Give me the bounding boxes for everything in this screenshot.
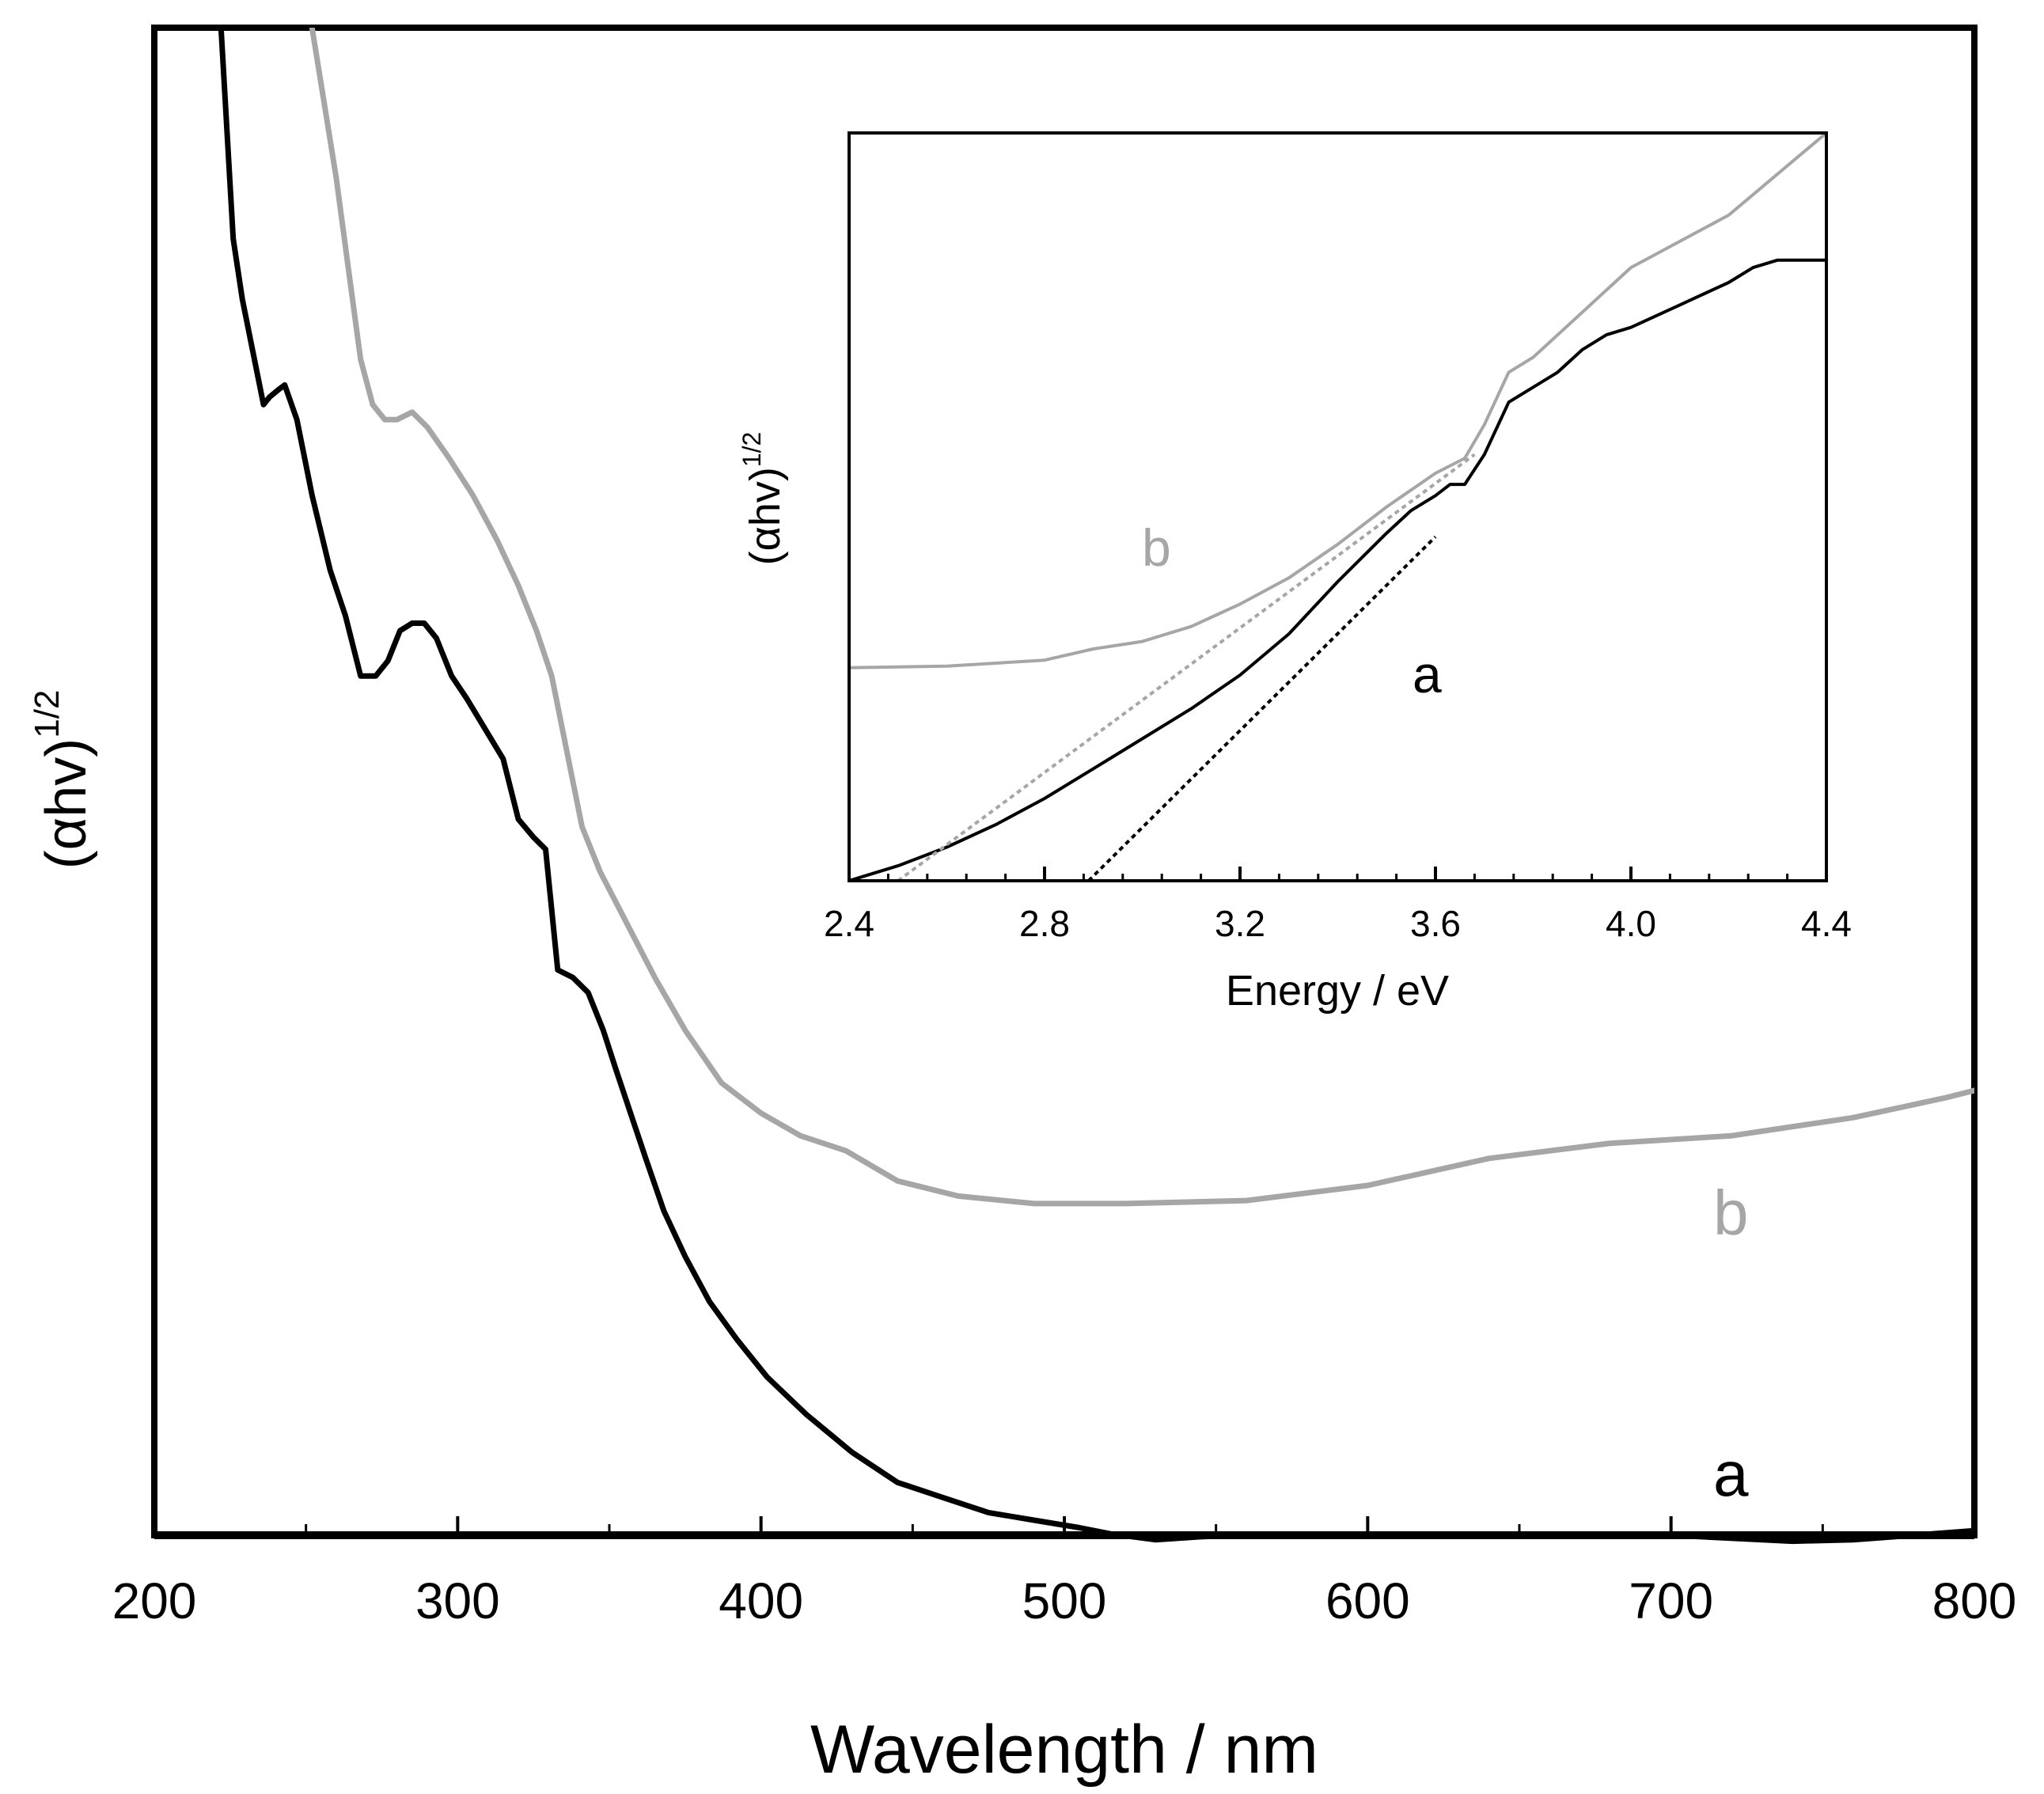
inset-x-tick-label: 3.2	[1215, 903, 1265, 944]
main-x-tick-label: 400	[719, 1572, 803, 1629]
inset-x-axis-label: Energy / eV	[1226, 967, 1449, 1015]
main-y-axis-label: (αhv)1/2	[28, 690, 98, 870]
main-x-tick-label: 500	[1022, 1572, 1107, 1629]
main-series-b-line	[309, 28, 1974, 1207]
inset-x-tick-label: 4.0	[1606, 903, 1656, 944]
inset-series-a-line	[849, 258, 1826, 882]
inset-y-axis-label: (αhv)1/2	[738, 432, 789, 566]
inset-series-label-a: a	[1413, 645, 1442, 704]
main-chart: 200 300 400 500 600 700 800 Wavelength / nm (α…	[28, 25, 2017, 1788]
inset-x-tick-label: 2.8	[1019, 903, 1070, 944]
inset-x-tick-label: 3.6	[1410, 903, 1461, 944]
inset-series-a-tangent-line	[1087, 535, 1437, 882]
main-x-tick-label: 700	[1629, 1572, 1713, 1629]
inset-x-ticks	[848, 867, 1828, 881]
inset-background	[849, 133, 1826, 881]
inset-y-axis-label-sup: 1/2	[738, 432, 766, 467]
main-x-tick-label: 300	[415, 1572, 500, 1629]
main-x-tick-label: 200	[112, 1572, 197, 1629]
inset-series-b-tangent-line	[897, 453, 1476, 882]
inset-series	[849, 133, 1826, 882]
main-x-axis-label: Wavelength / nm	[810, 1712, 1318, 1788]
main-series-label-b: b	[1713, 1178, 1749, 1248]
main-y-axis-label-sup: 1/2	[28, 690, 66, 738]
main-y-axis-label-base: (αhv)	[35, 738, 98, 870]
inset-x-tick-labels: 2.4 2.8 3.2 3.6 4.0 4.4	[824, 903, 1852, 944]
inset-x-tick-label: 2.4	[824, 903, 874, 944]
main-x-tick-label: 800	[1932, 1572, 2017, 1629]
inset-y-axis-label-base: (αhv)	[741, 467, 789, 565]
inset-series-label-b: b	[1142, 518, 1171, 577]
inset-series-b-line	[849, 133, 1826, 669]
main-x-tick-labels: 200 300 400 500 600 700 800	[112, 1572, 2017, 1629]
main-series-label-a: a	[1713, 1439, 1749, 1509]
main-x-tick-label: 600	[1325, 1572, 1410, 1629]
inset-chart: 2.4 2.8 3.2 3.6 4.0 4.4 Energy / eV (αhv)1/2 …	[738, 131, 1852, 1015]
inset-x-tick-label: 4.4	[1801, 903, 1852, 944]
inset-plot-frame	[848, 131, 1828, 882]
